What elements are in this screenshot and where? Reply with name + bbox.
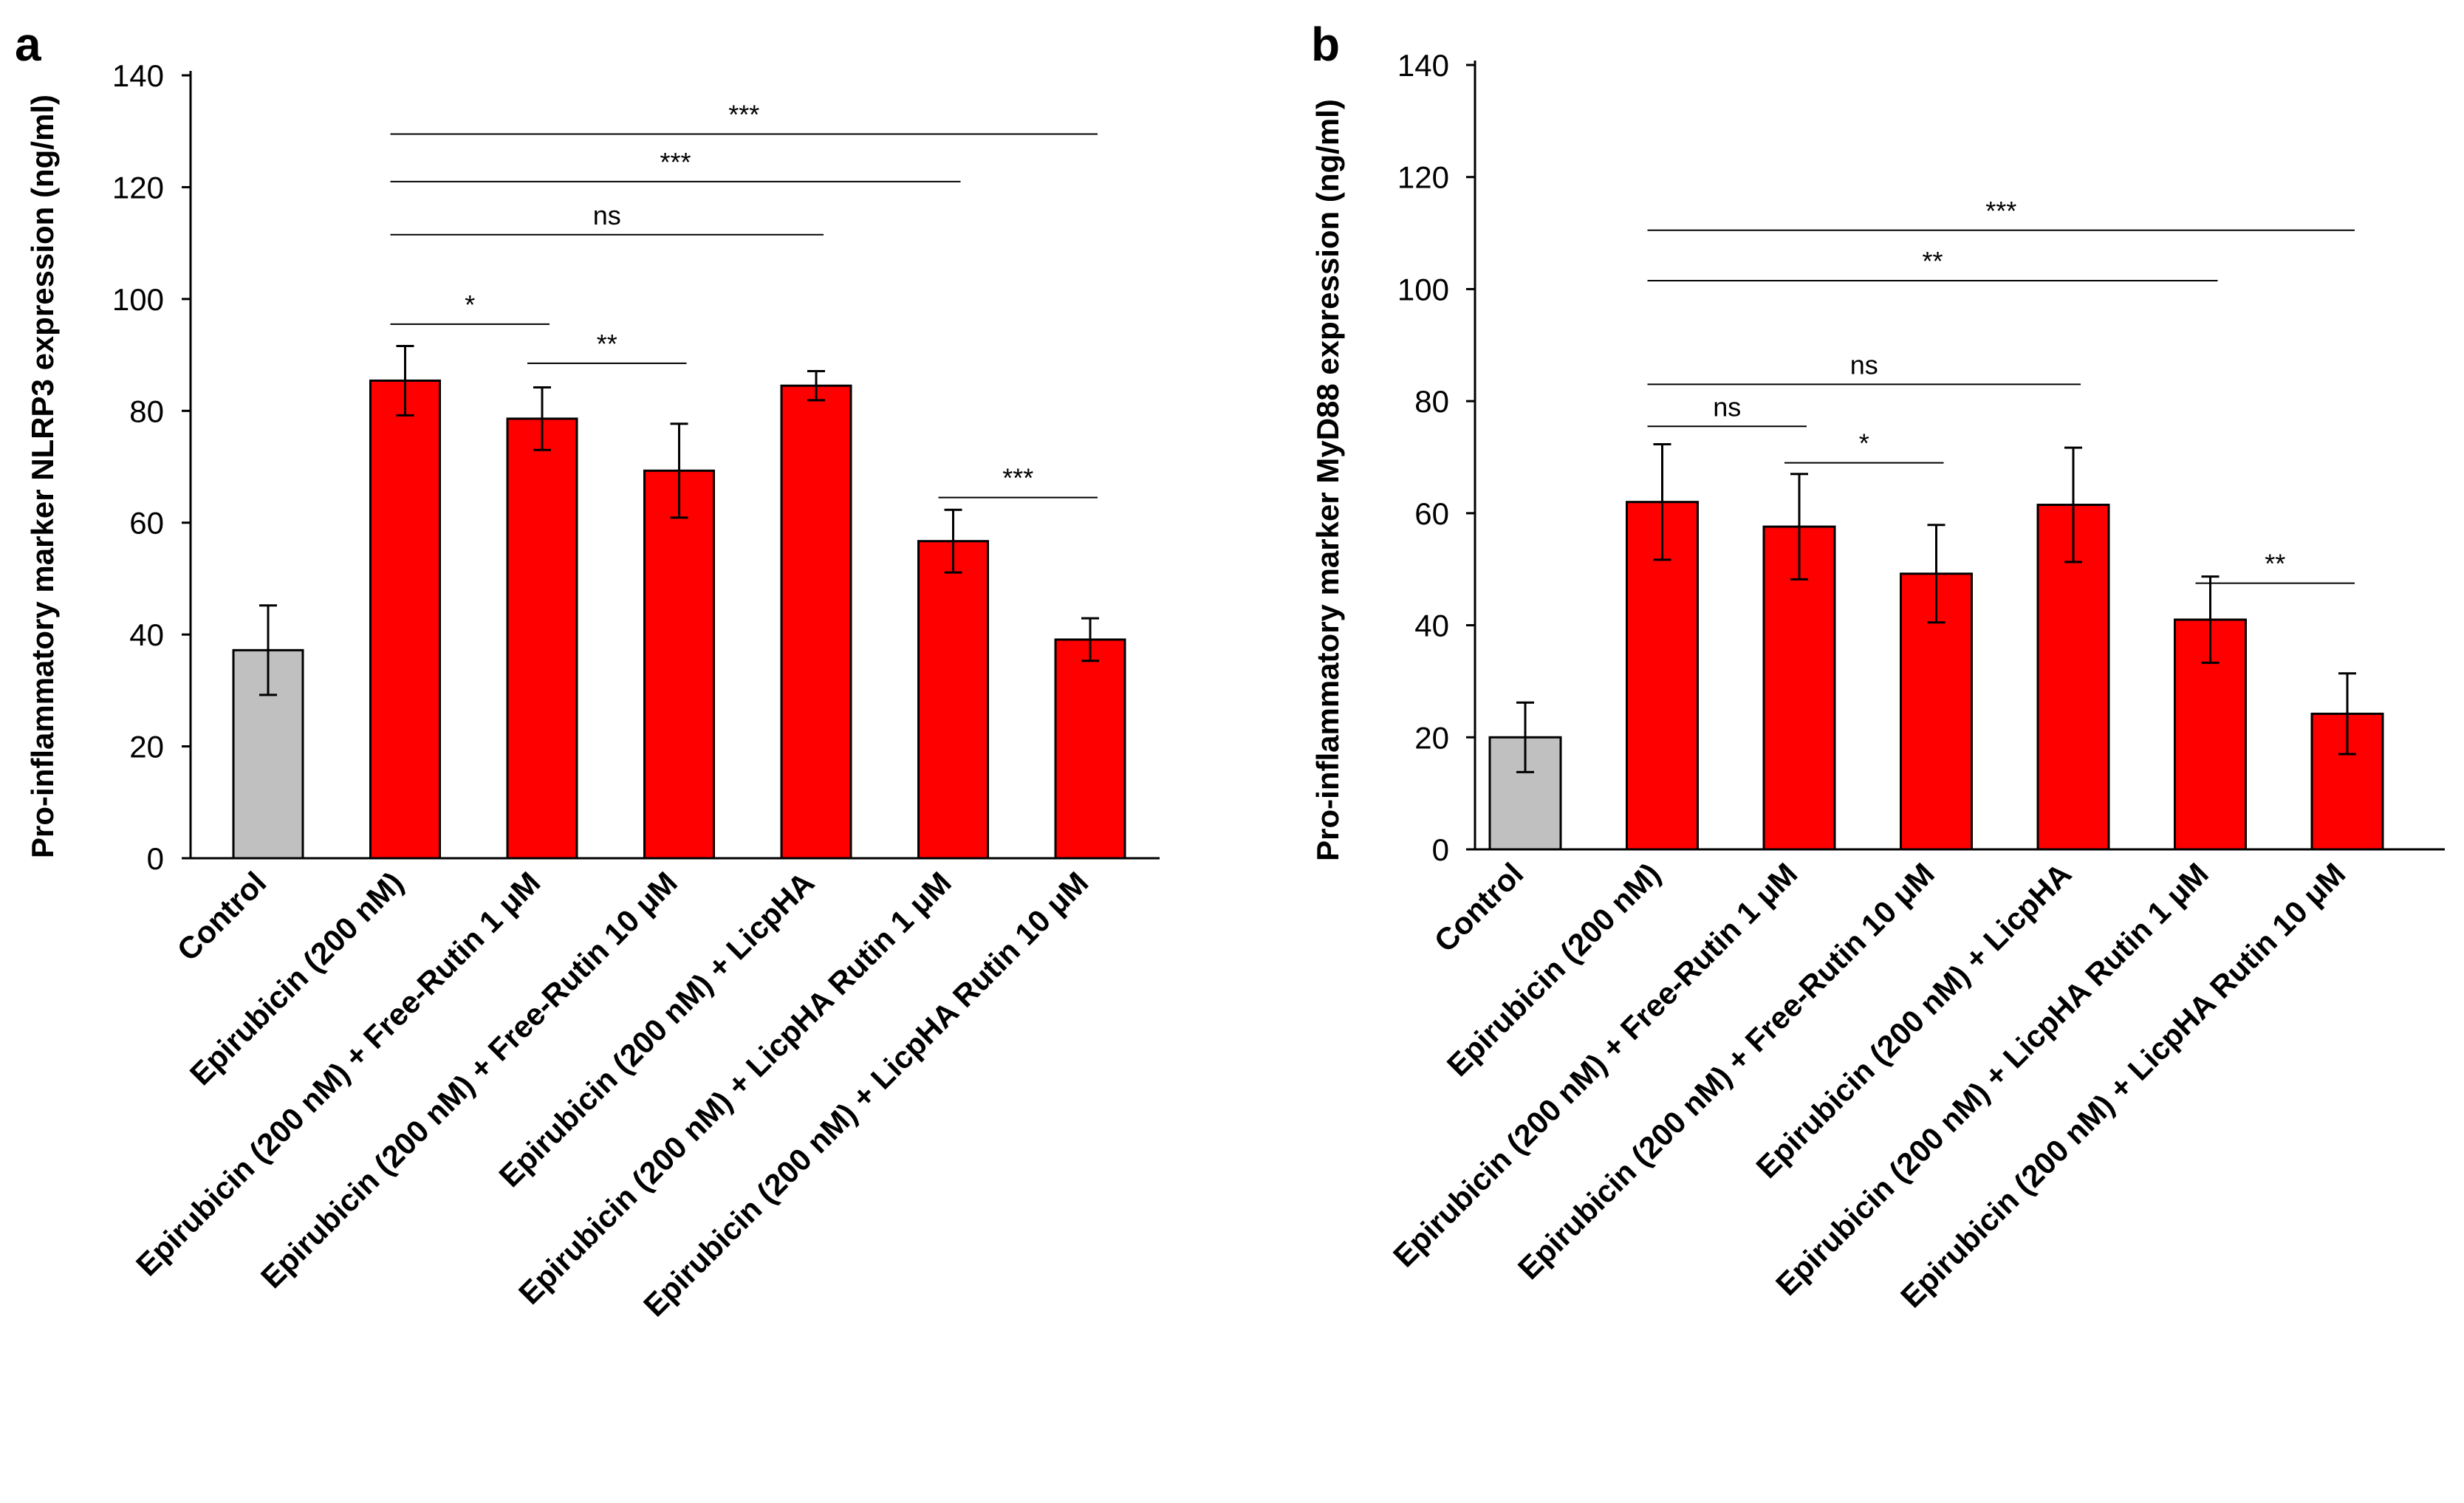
panel-a-y-tick-label: 120 (112, 170, 164, 205)
panel-a-bar (506, 417, 578, 860)
panel-b-y-tick-label: 0 (1432, 832, 1449, 867)
panel-b-y-tick-label: 120 (1397, 160, 1449, 195)
panel-b-y-axis-label: Pro-inflammatory marker MyD88 expression… (1310, 99, 1345, 861)
panel-a-bar (1054, 638, 1126, 860)
panel-b-letter: b (1311, 18, 1340, 71)
panel-a-y-tick-label: 80 (129, 394, 164, 428)
panel-b-bar (1900, 572, 1973, 851)
panel-a-bar (643, 469, 715, 860)
panel-b-y-tick-label: 20 (1414, 720, 1449, 755)
panel-b-bar (2036, 503, 2110, 851)
panel-a-significance-label: ** (597, 329, 617, 359)
panel-a-error-bar (396, 344, 414, 417)
panel-a-significance-label: *** (1002, 463, 1033, 493)
panel-b-y-tick-label: 140 (1397, 48, 1449, 83)
panel-b-y-tick-label: 40 (1414, 609, 1449, 643)
panel-b-error-bar (1790, 473, 1808, 581)
panel-a-y-tick-label: 0 (147, 841, 164, 876)
panel-a-error-bar (807, 370, 825, 402)
panel-a-significance-label: *** (728, 100, 759, 130)
panel-a-bar (917, 540, 989, 860)
panel-b-bar (1488, 736, 1562, 851)
panel-b-significance-label: ** (2265, 549, 2285, 579)
panel-a-y-axis-label: Pro-inflammatory marker NLRP3 expression… (25, 95, 60, 858)
panel-a-y-tick-label: 60 (129, 506, 164, 541)
panel-a-bar (780, 384, 852, 860)
panel-a-y-tick-label: 40 (129, 617, 164, 652)
panel-a-bar (369, 379, 441, 860)
panel-b-error-bar (2338, 672, 2356, 756)
panel-b-bar (1762, 525, 1836, 851)
panel-b-error-bar (1927, 524, 1945, 624)
panel-b-significance-label: *** (1985, 196, 2016, 226)
panel-b-error-bar (2064, 446, 2082, 564)
panel-a-y-tick-label: 140 (112, 58, 164, 93)
panel-a-y-tick-label: 100 (112, 282, 164, 317)
panel-b-error-bar (2201, 575, 2220, 664)
panel-b-y-tick-label: 60 (1414, 496, 1449, 531)
panel-b-category-label: Control (1428, 856, 1530, 959)
panel-a-error-bar (944, 508, 962, 574)
panel-b-significance-label: ns (1850, 349, 1878, 380)
panel-a-significance-label: ns (593, 200, 621, 230)
panel-b-error-bar (1516, 701, 1534, 773)
panel-a-error-bar (1081, 617, 1099, 663)
panel-a-error-bar (533, 386, 551, 451)
panel-a-error-bar (259, 604, 277, 696)
panel-b-error-bar (1653, 443, 1671, 561)
panel-a-error-bar (670, 422, 688, 519)
panel-b: b Pro-inflammatory marker MyD88 expressi… (1310, 18, 2445, 1315)
panel-a-category-label: Control (171, 865, 273, 968)
panel-b-y-tick-label: 80 (1414, 384, 1449, 419)
panel-b-significance-label: ** (1922, 246, 1943, 276)
panel-b-significance-label: * (1859, 428, 1869, 459)
panel-a-letter: a (15, 18, 41, 71)
panel-b-significance-label: ns (1713, 391, 1741, 422)
panel-a-y-tick-label: 20 (129, 730, 164, 764)
panel-a-significance-label: *** (660, 147, 691, 177)
panel-a-significance-label: * (465, 290, 475, 320)
panel-b-y-tick-label: 100 (1397, 272, 1449, 307)
panel-a: a Pro-inflammatory marker NLRP3 expressi… (15, 18, 1160, 1324)
